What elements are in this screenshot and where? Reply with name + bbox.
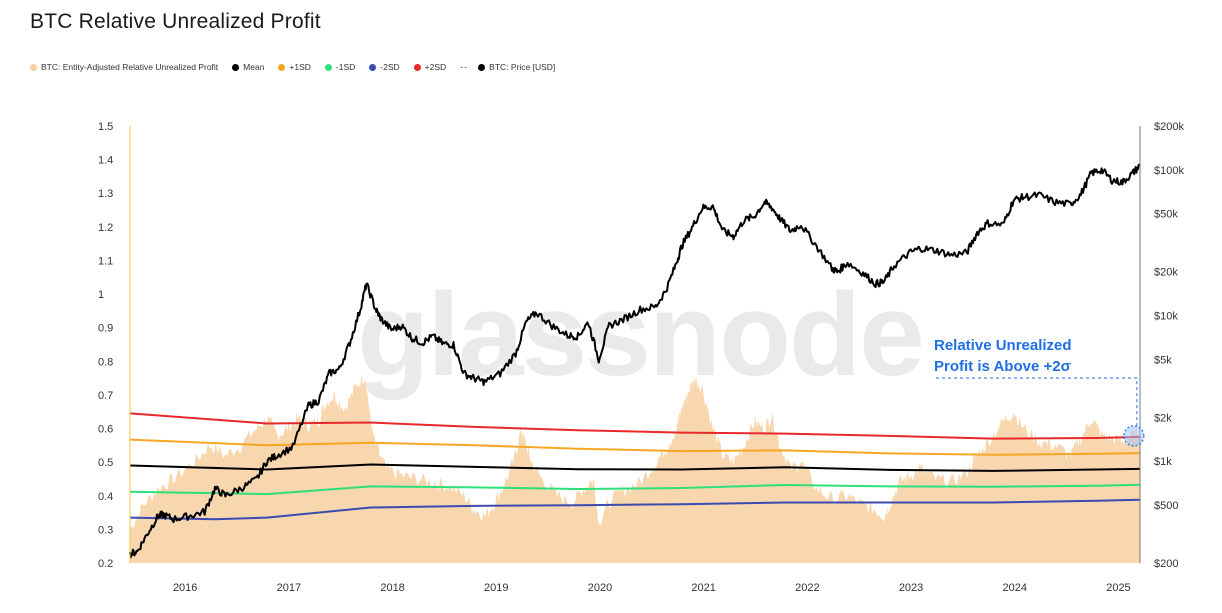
legend-label-mean: Mean bbox=[243, 62, 265, 72]
line-series-1sd bbox=[129, 483, 1141, 496]
x-tick-label: 2024 bbox=[1003, 582, 1027, 594]
y-right-tick-label: $200 bbox=[1154, 558, 1178, 570]
y-left-tick-label: 1.4 bbox=[98, 155, 113, 167]
area-layer bbox=[130, 374, 1140, 563]
y-right-tick-label: $20k bbox=[1154, 267, 1178, 279]
y-left-tick-label: 0.4 bbox=[98, 491, 113, 503]
x-tick-label: 2025 bbox=[1106, 582, 1130, 594]
legend-item-rup[interactable]: BTC: Entity-Adjusted Relative Unrealized… bbox=[30, 62, 218, 72]
chart-title: BTC Relative Unrealized Profit bbox=[30, 10, 321, 33]
legend-label-plus2sd: +2SD bbox=[424, 62, 447, 72]
x-tick-label: 2021 bbox=[691, 582, 715, 594]
x-tick-label: 2022 bbox=[795, 582, 819, 594]
line-series-2sd bbox=[129, 498, 1141, 521]
line-series-1sd bbox=[129, 438, 1141, 456]
x-tick-label: 2018 bbox=[380, 582, 404, 594]
y-left-tick-label: 1.5 bbox=[98, 121, 113, 133]
y-left-tick-label: 0.7 bbox=[98, 390, 113, 402]
y-left-tick-label: 0.2 bbox=[98, 558, 113, 570]
legend-swatch-plus1sd bbox=[278, 63, 286, 71]
legend-swatch-price bbox=[478, 63, 486, 71]
y-right-tick-label: $100k bbox=[1154, 165, 1184, 177]
legend-label-rup: BTC: Entity-Adjusted Relative Unrealized… bbox=[41, 62, 219, 72]
y-left-tick-label: 0.3 bbox=[98, 524, 113, 536]
y-left-tick-label: 1.1 bbox=[98, 255, 113, 267]
legend-item-mean[interactable]: Mean bbox=[232, 62, 264, 72]
x-tick-label: 2020 bbox=[588, 582, 612, 594]
annotation-layer: Relative Unrealized Profit is Above +2σ bbox=[934, 337, 1145, 447]
line-series-2sd bbox=[129, 412, 1141, 440]
legend-swatch-rup bbox=[30, 63, 37, 71]
y-left-tick-label: 0.5 bbox=[98, 457, 113, 469]
y-left-tick-label: 0.6 bbox=[98, 424, 113, 436]
x-tick-label: 2019 bbox=[484, 582, 508, 594]
y-right-tick-label: $10k bbox=[1154, 311, 1178, 323]
y-left-tick-label: 1.3 bbox=[98, 188, 113, 200]
y-right-tick-label: $200k bbox=[1154, 121, 1184, 133]
legend-item-minus1sd[interactable]: -1SD bbox=[324, 62, 356, 72]
y-right-tick-label: $50k bbox=[1154, 209, 1178, 221]
legend-label-price: BTC: Price [USD] bbox=[489, 62, 556, 72]
legend-item-plus1sd[interactable]: +1SD bbox=[278, 62, 311, 72]
annotation-text: Relative Unrealized bbox=[934, 337, 1072, 354]
y-right-tick-label: $1k bbox=[1154, 456, 1172, 468]
annotation-leader bbox=[936, 377, 1138, 426]
legend-swatch-minus2sd bbox=[369, 63, 377, 71]
axes-layer: 1.5 1.4 1.3 1.2 1.1 1 0.9 0.8 0.7 0.6 0.5 0.4 0.3 0.2… bbox=[98, 121, 1184, 594]
legend-swatch-mean bbox=[232, 63, 240, 71]
y-left-tick-label: 1 bbox=[98, 289, 104, 301]
legend-item-plus2sd[interactable]: +2SD bbox=[413, 62, 447, 72]
line-series-mean bbox=[129, 463, 1141, 472]
y-right-tick-label: $5k bbox=[1154, 354, 1172, 366]
legend-swatch-minus1sd bbox=[324, 63, 332, 71]
legend-label-plus1sd: +1SD bbox=[289, 62, 311, 72]
y-right-tick-label: $500 bbox=[1154, 500, 1178, 512]
legend-label-minus1sd: -1SD bbox=[335, 62, 356, 72]
legend-dash-price: -- bbox=[460, 62, 469, 72]
y-left-tick-label: 0.9 bbox=[98, 323, 113, 335]
watermark: glassnode bbox=[357, 269, 923, 401]
legend-item-minus2sd[interactable]: -2SD bbox=[369, 62, 400, 72]
legend: BTC: Entity-Adjusted Relative Unrealized… bbox=[30, 62, 555, 72]
annotation-text: Profit is Above +2σ bbox=[934, 358, 1071, 375]
legend-item-price[interactable]: -- BTC: Price [USD] bbox=[460, 62, 555, 72]
x-tick-label: 2017 bbox=[277, 582, 301, 594]
legend-swatch-plus2sd bbox=[413, 63, 421, 71]
area-series-btc-entity-adjusted-relative-unrealized-profit bbox=[130, 374, 1140, 563]
annotation-marker bbox=[1123, 425, 1145, 447]
y-right-tick-label: $2k bbox=[1154, 412, 1172, 424]
y-left-tick-label: 0.8 bbox=[98, 356, 113, 368]
x-tick-label: 2023 bbox=[899, 582, 923, 594]
line-series-price bbox=[129, 163, 1141, 559]
legend-label-minus2sd: -2SD bbox=[380, 62, 400, 72]
x-tick-label: 2016 bbox=[173, 582, 197, 594]
y-left-tick-label: 1.2 bbox=[98, 222, 113, 234]
line-layer bbox=[129, 163, 1141, 559]
